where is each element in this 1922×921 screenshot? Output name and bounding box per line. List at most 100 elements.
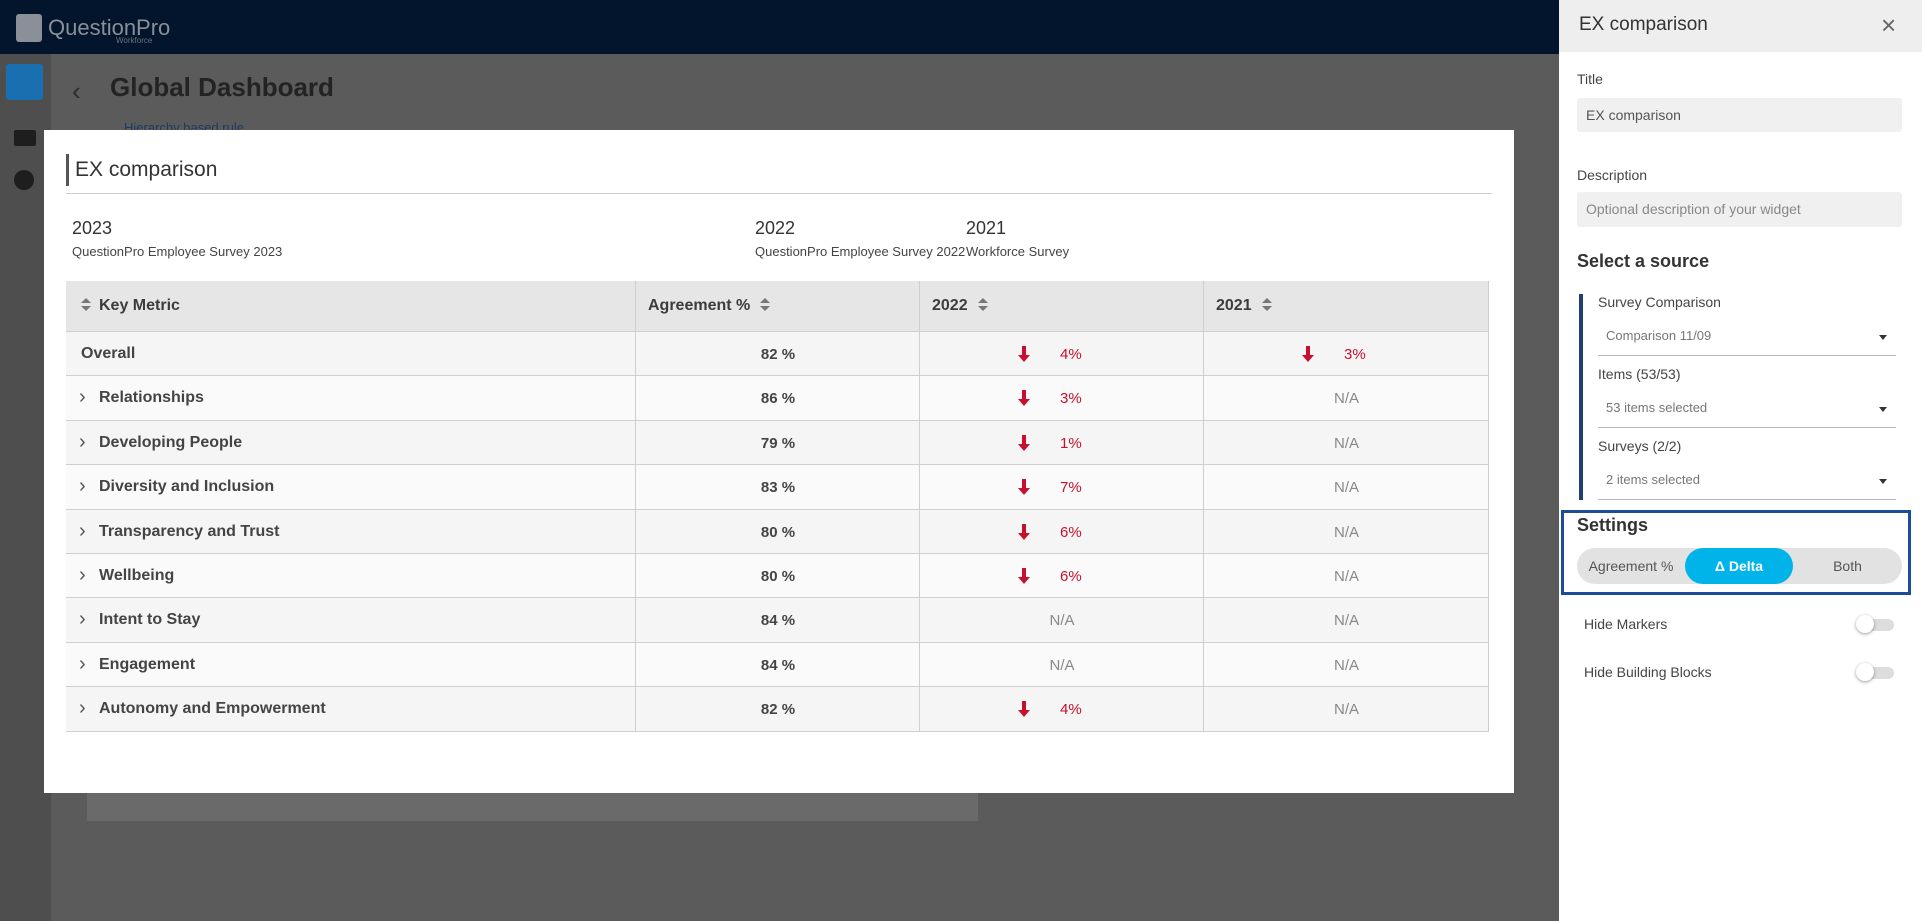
down-arrow (1022, 523, 1026, 533)
delta: N/A (1333, 390, 1359, 408)
table-cell (920, 642, 1204, 688)
expand-chevron[interactable]: › (79, 475, 86, 498)
down-arrow (1022, 434, 1026, 444)
title-bar (66, 154, 69, 186)
expand-chevron[interactable]: › (79, 652, 86, 675)
dropdown-caret (1879, 479, 1887, 484)
dropdown[interactable]: Comparison 11/09 (1598, 328, 1896, 356)
agreement: 79 % (760, 434, 796, 452)
segment[interactable]: Agreement % (1588, 558, 1674, 574)
field-label: Surveys (2/2) (1598, 438, 1682, 454)
dropdown[interactable]: 53 items selected (1598, 400, 1896, 428)
delta: 3% (1060, 390, 1082, 408)
modal-title: EX comparison (75, 158, 218, 181)
sort-icon[interactable] (1262, 306, 1272, 311)
delta: 4% (1060, 701, 1082, 719)
table-cell (1204, 687, 1489, 732)
expand-chevron[interactable]: › (79, 608, 86, 631)
table-cell (66, 642, 636, 688)
table-cell (636, 509, 920, 554)
sort-icon[interactable] (81, 306, 91, 311)
agreement: 84 % (760, 656, 796, 674)
agreement: 80 % (760, 523, 796, 541)
table-cell (920, 554, 1204, 599)
metric-name: Wellbeing (99, 567, 175, 584)
column-survey: QuestionPro Employee Survey 2023 (72, 244, 283, 259)
logo-sub: Workforce (116, 36, 153, 45)
table-cell (920, 332, 1204, 377)
table-cell (66, 687, 636, 732)
header-cell (1204, 281, 1489, 332)
delta: 4% (1060, 346, 1082, 363)
agreement: 86 % (760, 390, 796, 408)
table-cell (920, 687, 1204, 732)
delta: 1% (1060, 434, 1082, 452)
header-cell (66, 281, 636, 332)
column-year: 2022 (755, 218, 796, 238)
down-arrow (1018, 355, 1030, 362)
toggle-label: Hide Markers (1584, 616, 1668, 632)
table-cell (636, 687, 920, 732)
table-cell (66, 509, 636, 554)
header-label[interactable]: 2022 (932, 297, 968, 314)
sort-icon[interactable] (81, 298, 91, 303)
table-cell (920, 420, 1204, 466)
agreement: 84 % (760, 612, 796, 630)
expand-chevron[interactable]: › (79, 519, 86, 542)
table-cell (920, 509, 1204, 554)
header-label[interactable]: Agreement % (648, 297, 751, 314)
down-arrow (1022, 346, 1026, 355)
table-cell (1204, 509, 1489, 554)
expand-chevron[interactable]: › (79, 386, 86, 409)
column-year: 2021 (966, 218, 1007, 238)
sort-icon[interactable] (760, 306, 770, 311)
sort-icon[interactable] (760, 298, 770, 303)
header-cell (920, 281, 1204, 332)
agreement: 83 % (760, 479, 796, 497)
description-input[interactable]: Optional description of your widget (1577, 192, 1902, 227)
expand-chevron[interactable]: › (79, 697, 86, 720)
column-survey: QuestionPro Employee Survey 2022 (755, 244, 966, 259)
toggle-label: Hide Building Blocks (1584, 664, 1712, 680)
page-title: Global Dashboard (110, 72, 334, 102)
panel-header (1559, 0, 1922, 52)
expand-chevron[interactable]: › (79, 564, 86, 586)
segment[interactable]: Δ Delta (1685, 548, 1793, 584)
down-arrow (1022, 701, 1026, 711)
down-arrow (1018, 443, 1030, 451)
expand-chevron[interactable]: › (79, 430, 86, 453)
dropdown[interactable]: 2 items selected (1598, 472, 1896, 500)
sort-icon[interactable] (978, 306, 988, 311)
settings-icon[interactable] (14, 170, 34, 190)
close-button[interactable]: × (1881, 10, 1897, 40)
down-arrow (1018, 577, 1030, 584)
back-arrow[interactable]: ‹ (72, 76, 81, 106)
metric-name: Developing People (99, 433, 243, 451)
metric-name: Engagement (99, 655, 196, 673)
table-cell (1204, 642, 1489, 688)
column-survey: Workforce Survey (966, 244, 1070, 259)
field-label: Survey Comparison (1598, 294, 1721, 310)
segment[interactable]: Both (1833, 558, 1862, 574)
header-label[interactable]: Key Metric (99, 297, 180, 314)
down-arrow (1022, 479, 1026, 489)
metric-name: Overall (81, 345, 136, 362)
source-heading: Select a source (1577, 251, 1710, 271)
dashboard-icon[interactable] (6, 64, 43, 100)
folder-icon[interactable] (14, 130, 36, 146)
logo-icon (16, 14, 42, 42)
title-input[interactable]: EX comparison (1577, 98, 1902, 132)
sort-icon[interactable] (978, 298, 988, 303)
agreement: 82 % (760, 701, 796, 719)
dropdown-caret (1879, 407, 1887, 412)
table-cell (920, 376, 1204, 421)
table-cell (66, 376, 636, 421)
table-cell (1204, 376, 1489, 421)
header-label[interactable]: 2021 (1216, 297, 1252, 314)
down-arrow (1018, 399, 1030, 407)
segmented-control: Agreement % Δ Delta Both (1577, 548, 1902, 584)
logo: QuestionPro (48, 15, 171, 40)
down-arrow (1306, 346, 1310, 355)
sort-icon[interactable] (1262, 298, 1272, 303)
table-cell (66, 598, 636, 643)
